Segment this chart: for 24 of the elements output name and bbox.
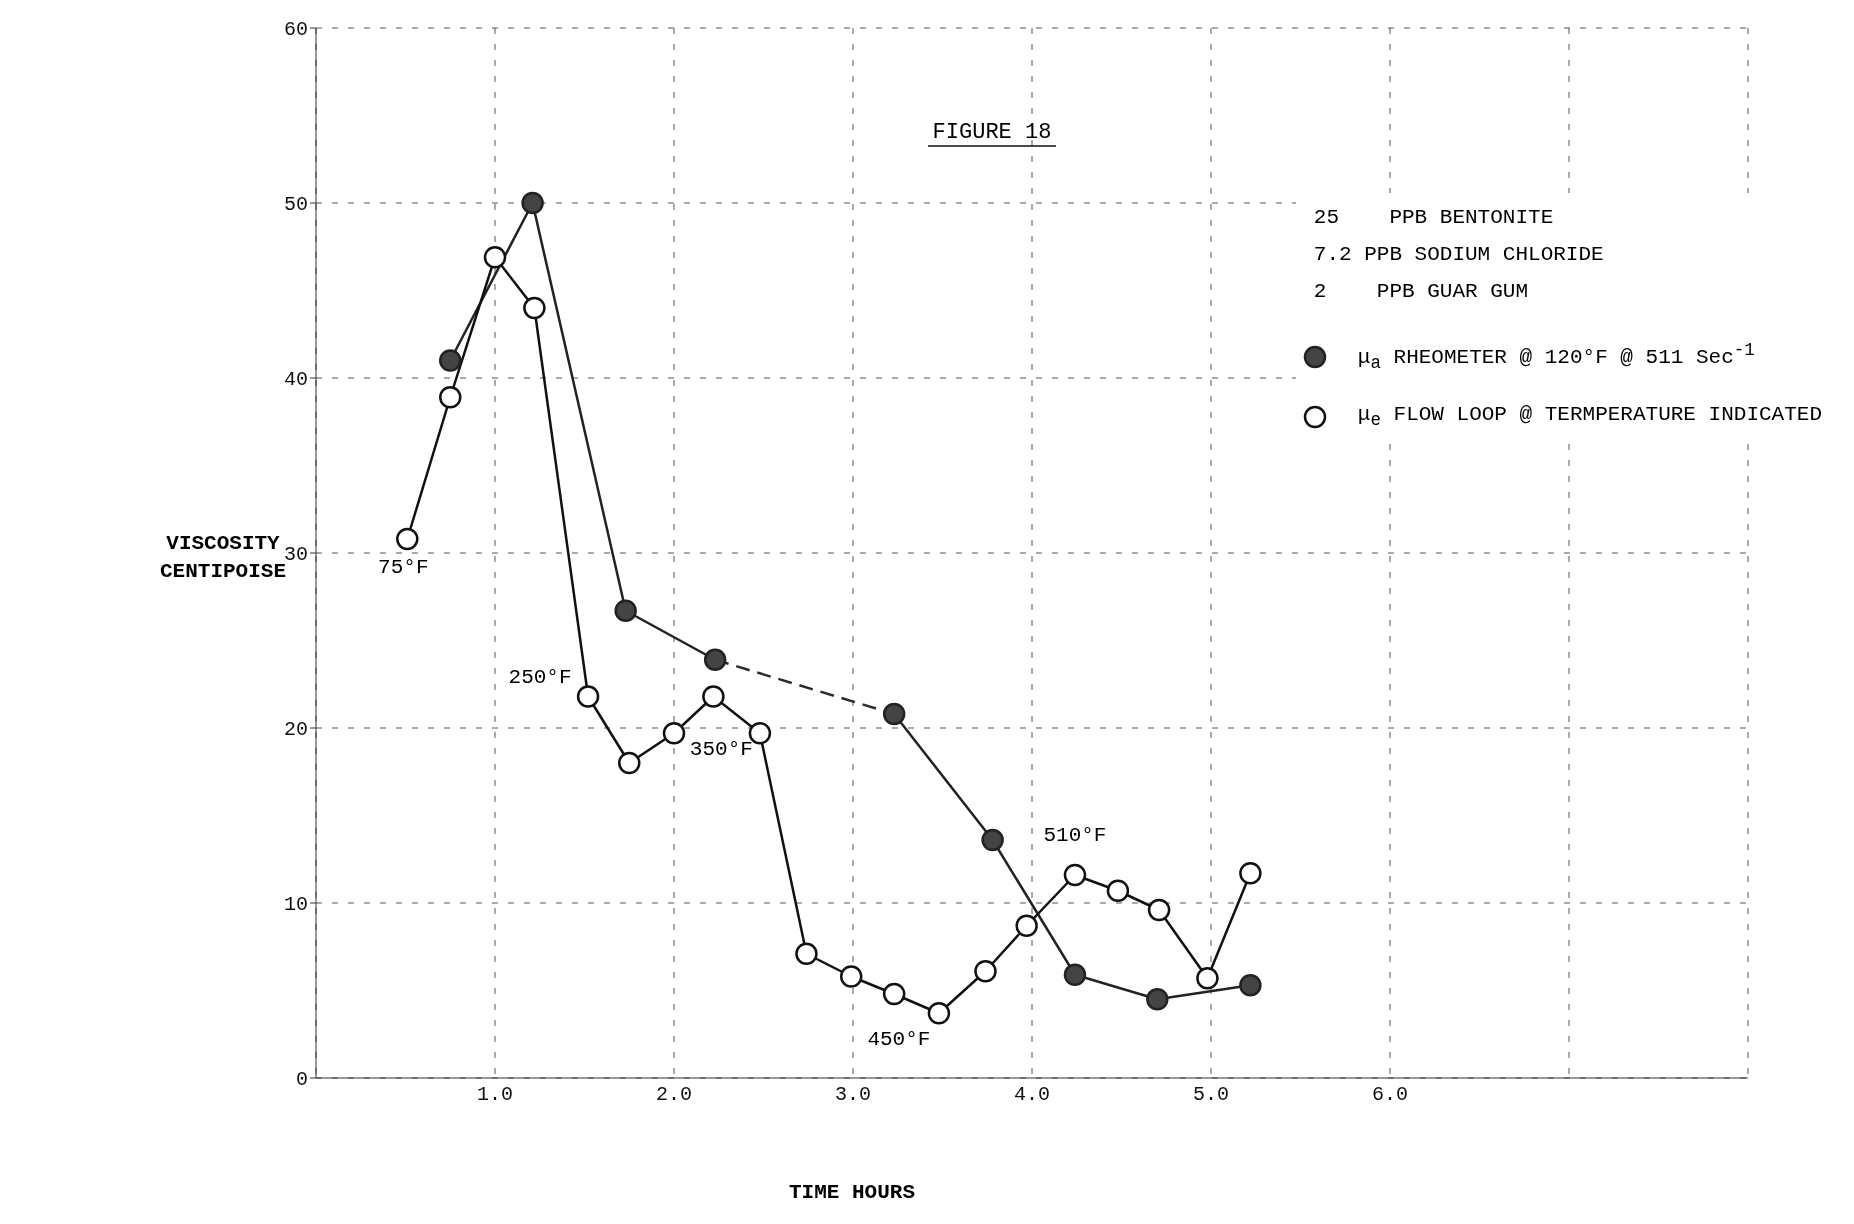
annotation: 7.2 PPB SODIUM CHLORIDE xyxy=(1313,242,1605,268)
annotation: 25 PPB BENTONITE xyxy=(1313,205,1555,231)
annotation: 450°F xyxy=(867,1028,931,1052)
x-tick-label: 1.0 xyxy=(476,1083,514,1107)
text: FIGURE 18 xyxy=(932,120,1052,145)
annotation: 2 PPB GUAR GUM xyxy=(1313,279,1530,305)
y-tick-label: 20 xyxy=(283,718,308,742)
legend-label: μ$_{e}$ FLOW LOOP @ TERMPERATURE INDICATED xyxy=(1357,403,1822,431)
annotation: 75°F xyxy=(378,556,429,579)
y-tick-label: 50 xyxy=(283,193,308,217)
x-axis-title: TIME HOURS xyxy=(788,1181,916,1204)
x-tick-label: 2.0 xyxy=(655,1083,693,1107)
y-tick-label: 10 xyxy=(283,893,308,917)
y-tick-label: 40 xyxy=(283,368,308,392)
x-tick-label: 3.0 xyxy=(834,1083,872,1107)
legend-label: μ$_{a}$ RHEOMETER @ 120°F @ 511 Sec$^{-1}$ xyxy=(1357,340,1755,374)
y-tick-label: 60 xyxy=(283,18,308,42)
annotation: 250°F xyxy=(508,665,572,689)
x-tick-label: 5.0 xyxy=(1192,1083,1230,1107)
annotation: 350°F xyxy=(689,737,753,761)
x-tick-label: 4.0 xyxy=(1013,1083,1051,1107)
annotation: 510°F xyxy=(1043,824,1107,847)
y-tick-label: 0 xyxy=(295,1068,308,1092)
x-tick-label: 6.0 xyxy=(1371,1083,1409,1107)
